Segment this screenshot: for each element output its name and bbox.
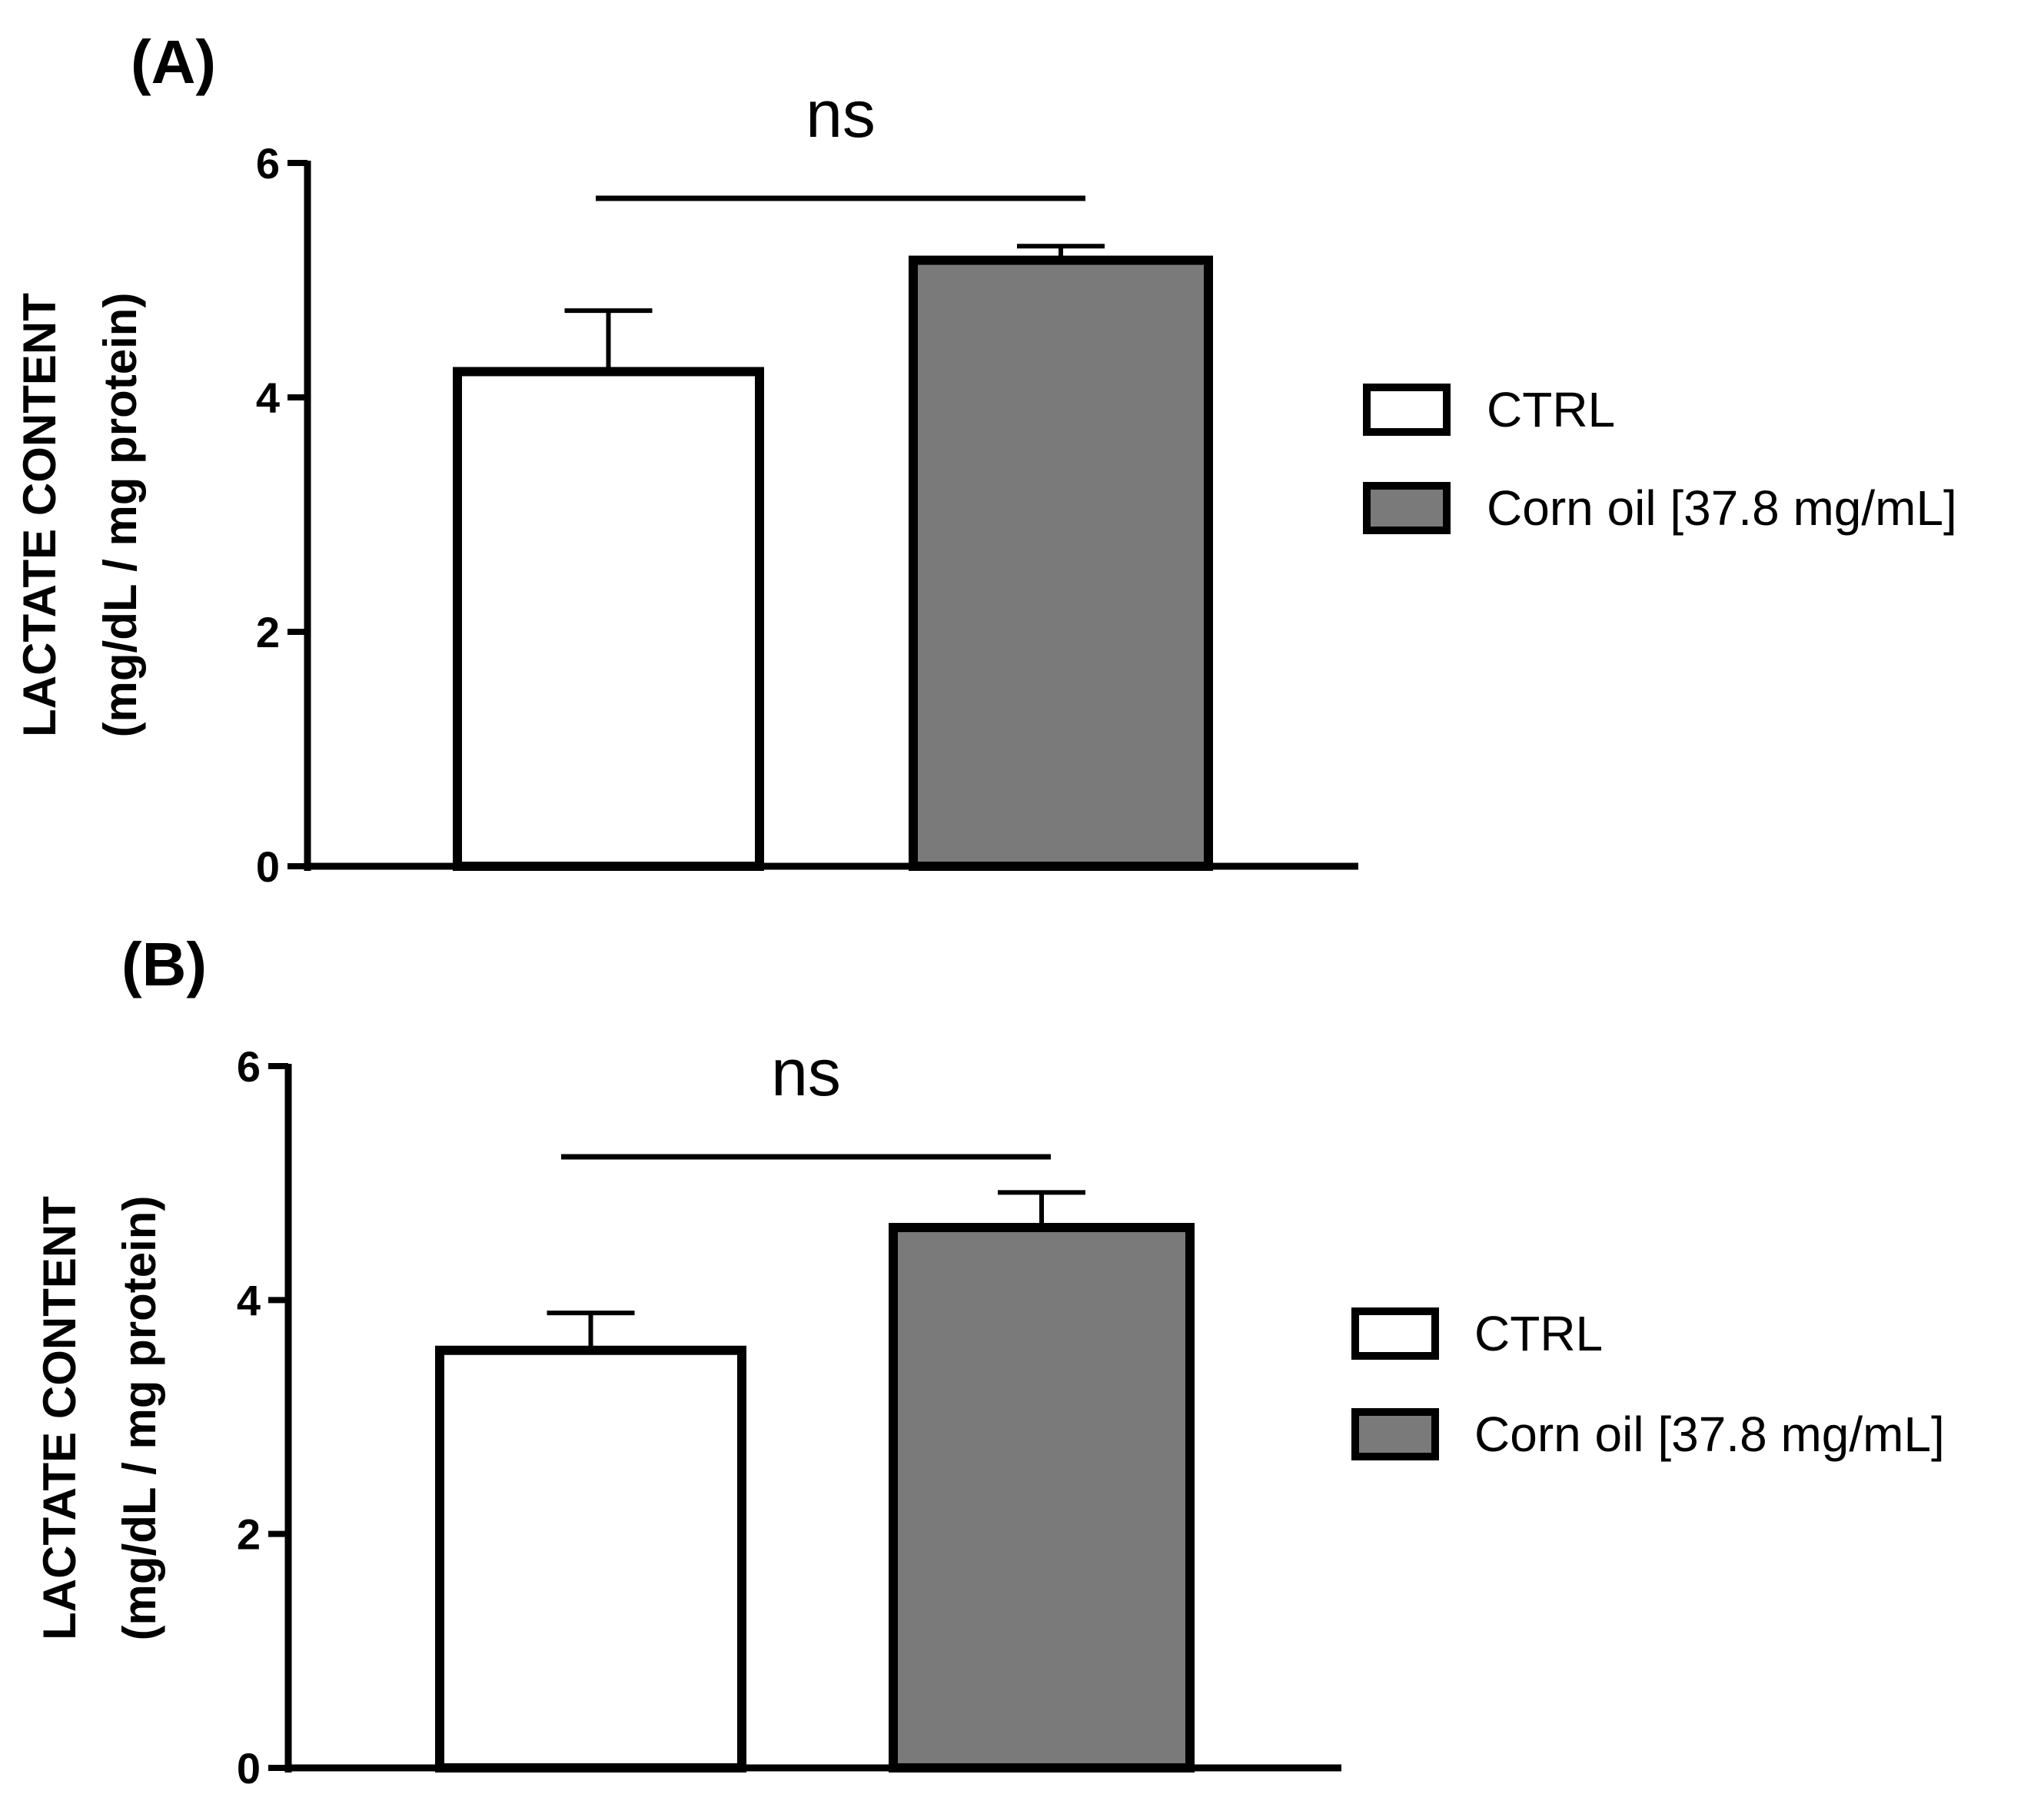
legend-swatch (1351, 1408, 1439, 1460)
legend-swatch (1363, 384, 1451, 436)
y-tick-label: 4 (237, 1276, 261, 1324)
y-axis-label: (mg/dL / mg protein) (95, 293, 146, 738)
y-tick-label: 0 (256, 842, 280, 891)
legend-swatch (1363, 482, 1451, 534)
panel-label: (A) (131, 28, 216, 96)
significance-label: ns (806, 78, 876, 151)
legend-swatch (1351, 1307, 1439, 1360)
bar (453, 367, 764, 871)
y-axis-label: LACTATE CONTENT (34, 1196, 85, 1640)
y-tick-label: 2 (237, 1510, 261, 1559)
legend-label: Corn oil [37.8 mg/mL] (1474, 1407, 1945, 1462)
chart-panel-2: (B) LACTATE CONTENT (mg/dL / mg protein) 0 2… (34, 930, 1945, 1792)
panel-label: (B) (121, 930, 207, 998)
chart-panel-1: (A) LACTATE CONTENT (mg/dL / mg protein) 0 2… (14, 28, 1957, 891)
legend-label: CTRL (1474, 1306, 1603, 1361)
y-tick-label: 4 (256, 374, 280, 422)
y-tick-label: 0 (237, 1744, 261, 1792)
y-tick-label: 6 (237, 1042, 261, 1091)
significance-label: ns (771, 1036, 841, 1110)
bar (909, 255, 1213, 871)
bar (435, 1345, 746, 1772)
y-tick-label: 2 (256, 608, 280, 656)
y-tick-label: 6 (256, 139, 280, 188)
bar (889, 1222, 1195, 1772)
y-axis-label: (mg/dL / mg protein) (114, 1196, 165, 1641)
legend-label: CTRL (1487, 382, 1615, 437)
legend-label: Corn oil [37.8 mg/mL] (1487, 480, 1957, 536)
y-axis-label: LACTATE CONTENT (14, 293, 65, 737)
